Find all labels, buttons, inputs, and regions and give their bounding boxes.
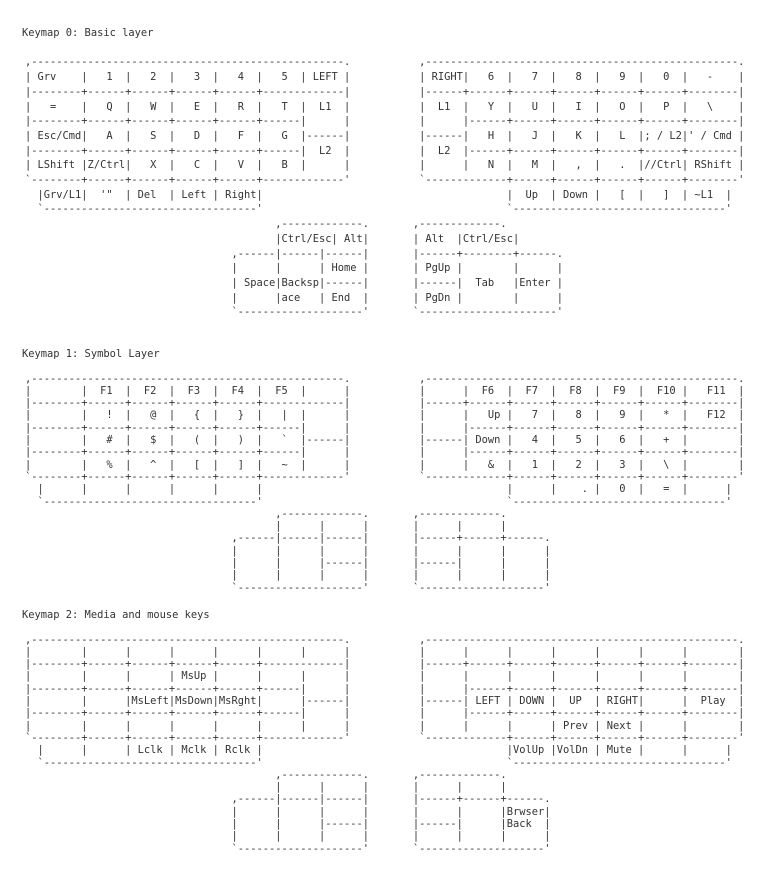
- keymap-diagram-line: |Ctrl/Esc| Alt| | Alt |Ctrl/Esc|: [25, 232, 520, 245]
- keymap-diagram-line: | | | | | | | |: [25, 830, 551, 843]
- keymap-diagram-line: |--------+------+------+------+------+--…: [25, 397, 745, 410]
- keymap-diagram-line: `--------+------+------+------+------+--…: [25, 731, 745, 744]
- keymap-diagram-line: |--------+------+------+------+------+--…: [25, 144, 745, 157]
- keymap-diagram-line: | | |------| |------| | |: [25, 557, 551, 570]
- keymap-diagram-line: | |ace | End | | PgDn | | |: [25, 291, 563, 304]
- keymap-diagram-line: ,---------------------------------------…: [25, 56, 745, 69]
- keymap-diagram-line: |Grv/L1| '" | Del | Left | Right| | Up |…: [25, 188, 732, 201]
- keymap-0-section: Keymap 0: Basic layer ​,-----------------…: [22, 26, 744, 320]
- keymap-title: Keymap 2: Media and mouse keys: [22, 609, 210, 621]
- keymap-diagram-line: ,---------------------------------------…: [25, 372, 745, 385]
- keymap-diagram-line: |--------+------+------+------+------+--…: [25, 85, 745, 98]
- keymap-diagram-line: `----------------------------------' `--…: [25, 756, 732, 769]
- keymap-diagram-line: `----------------------------------' `--…: [25, 203, 732, 216]
- keymap-title: Keymap 0: Basic layer: [22, 27, 154, 39]
- keymap-diagram-line: |--------+------+------+------+------+--…: [25, 682, 745, 695]
- keymap-diagram-line: | Grv | 1 | 2 | 3 | 4 | 5 | LEFT | | RIG…: [25, 71, 745, 84]
- keymap-diagram-line: `--------+------+------+------+------+--…: [25, 470, 745, 483]
- keymap-diagram-line: ,---------------------------------------…: [25, 633, 745, 646]
- keymap-diagram-line: ,-------------. ,-------------.: [25, 768, 507, 781]
- keymap-diagram-line: |--------+------+------+------+------+--…: [25, 115, 745, 128]
- keymap-diagram-line: ,------|------|------| |------+--------+…: [25, 247, 563, 260]
- keymap-diagram-line: | | | | | | | | | | | | | | | |: [25, 645, 745, 658]
- keymap-diagram-line: `--------------------' `----------------…: [25, 581, 551, 594]
- keymap-diagram-line: | | ! | @ | { | } | | | | | | Up | 7 | 8…: [25, 409, 745, 422]
- keymap-diagram-line: | | |MsLeft|MsDown|MsRght| |------| |---…: [25, 695, 745, 708]
- keymap-diagram-line: ,------|------|------| |------+------+--…: [25, 793, 551, 806]
- keymap-diagram-line: | | | | | |: [25, 781, 507, 794]
- keymap-diagram-line: | | F1 | F2 | F3 | F4 | F5 | | | | F6 | …: [25, 384, 745, 397]
- keymap-diagram-line: | | | | MsUp | | | | | | | | | | | |: [25, 670, 745, 683]
- keymap-diagram-line: | Space|Backsp|------| |------| Tab |Ent…: [25, 276, 563, 289]
- keymap-diagram-line: |--------+------+------+------+------+--…: [25, 658, 745, 671]
- keymap-diagram-line: `----------------------------------' `--…: [25, 495, 732, 508]
- keymap-diagram: ​,--------------------------------------…: [22, 41, 744, 320]
- keymap-diagram-line: |--------+------+------+------+------+--…: [25, 421, 745, 434]
- keymap-diagram-line: | = | Q | W | E | R | T | L1 | | L1 | Y …: [25, 100, 745, 113]
- keymap-diagram-line: ​: [22, 41, 744, 56]
- keymap-2-section: Keymap 2: Media and mouse keys​,--------…: [22, 609, 744, 855]
- keymap-diagram-line: ,------|------|------| |------+------+--…: [25, 532, 551, 545]
- keymap-diagram-line: | Esc/Cmd| A | S | D | F | G |------| |-…: [25, 129, 745, 142]
- keymap-diagram-line: ​: [22, 360, 744, 372]
- keymap-diagram-line: |--------+------+------+------+------+--…: [25, 707, 745, 720]
- keymap-diagram-line: `--------------------' `----------------…: [25, 306, 563, 319]
- keymap-diagram-line: | | # | $ | ( | ) | ` |------| |------| …: [25, 434, 745, 447]
- keymap-1-section: Keymap 1: Symbol Layer​,----------------…: [22, 348, 744, 594]
- keymap-diagram-line: | | | Lclk | Mclk | Rclk | |VolUp |VolDn…: [25, 744, 732, 757]
- keymap-diagram-line: `--------+------+------+------+------+--…: [25, 174, 745, 187]
- keymap-diagram-line: | | | Home | | PgUp | | |: [25, 262, 563, 275]
- keymap-diagram-line: ,-------------. ,-------------.: [25, 218, 507, 231]
- keymap-diagram-line: | | | | | | | | . | 0 | = | |: [25, 483, 732, 496]
- keymap-diagram-line: | | | | | |: [25, 520, 507, 533]
- keymap-diagram-line: `--------------------' `----------------…: [25, 842, 551, 855]
- keymap-diagram-line: | | % | ^ | [ | ] | ~ | | | | & | 1 | 2 …: [25, 458, 745, 471]
- keymap-diagram-line: ,-------------. ,-------------.: [25, 507, 507, 520]
- keymap-diagram-line: | | | | | | |Brwser|: [25, 805, 551, 818]
- keymap-diagram-line: | | | | | | | |: [25, 569, 551, 582]
- keymap-diagram: ​,--------------------------------------…: [22, 621, 744, 855]
- keymap-diagram-line: | LShift |Z/Ctrl| X | C | V | B | | | | …: [25, 159, 745, 172]
- keymap-diagram-line: | | | | | | | | | | | | Prev | Next | | …: [25, 719, 745, 732]
- keymap-title: Keymap 1: Symbol Layer: [22, 348, 160, 360]
- keymap-diagram: ​,--------------------------------------…: [22, 360, 744, 594]
- keymap-diagram-line: | | | | | | | |: [25, 544, 551, 557]
- keymap-diagram-line: | | |------| |------| |Back |: [25, 818, 551, 831]
- keymap-diagram-line: |--------+------+------+------+------+--…: [25, 446, 745, 459]
- keymap-diagram-line: ​: [22, 621, 744, 633]
